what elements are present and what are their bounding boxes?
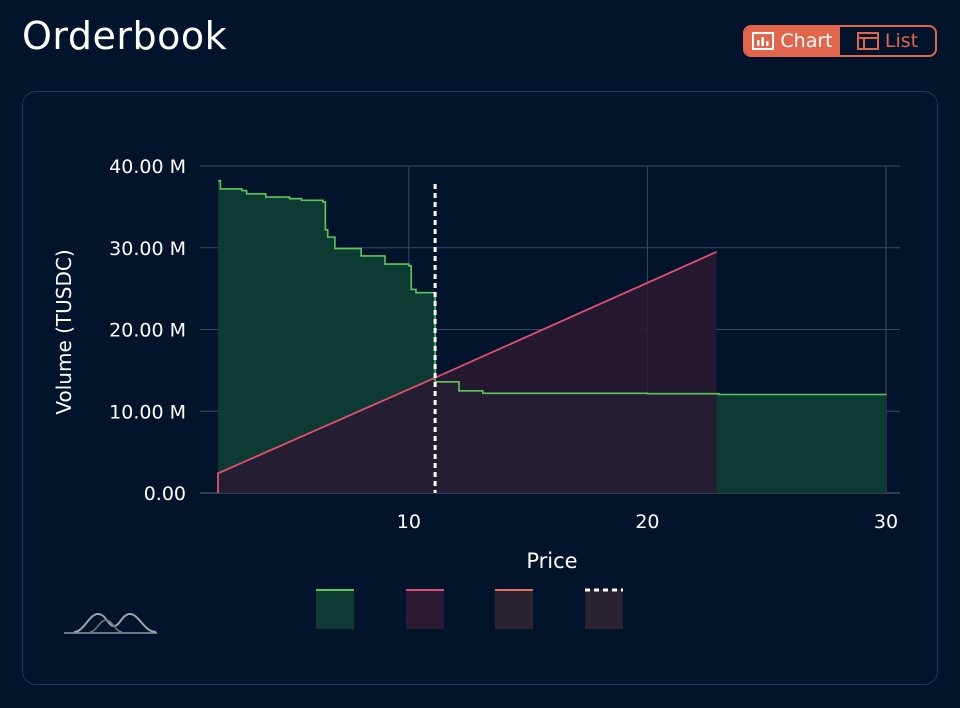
chart-view-label: Chart: [780, 30, 833, 52]
y-axis-label: Volume (TUSDC): [52, 249, 76, 414]
x-tick-label: 30: [874, 511, 898, 533]
bar-chart-icon: [752, 32, 775, 50]
y-tick-label: 40.00 M: [109, 156, 186, 178]
list-view-button[interactable]: List: [840, 27, 935, 55]
list-view-label: List: [884, 30, 919, 52]
y-tick-label: 20.00 M: [109, 320, 186, 342]
chart-view-button[interactable]: Chart: [745, 27, 840, 55]
asks-area: [218, 251, 717, 493]
y-tick-label: 10.00 M: [109, 401, 186, 423]
waveform-logo-icon: [64, 612, 157, 634]
y-tick-label: 30.00 M: [109, 238, 186, 260]
legend-swatch: [316, 589, 354, 629]
chart-card: [22, 91, 938, 685]
y-tick-label: 0.00: [144, 483, 186, 505]
x-tick-label: 20: [635, 511, 659, 533]
x-axis-label: Price: [526, 549, 577, 573]
bids-line: [218, 179, 887, 396]
x-tick-label: 10: [397, 511, 421, 533]
legend-swatch: [495, 589, 533, 629]
legend-swatch: [585, 589, 623, 629]
asks-line: [217, 251, 717, 493]
page-title: Orderbook: [22, 14, 228, 58]
table-icon: [856, 32, 879, 50]
legend-swatch: [406, 589, 444, 629]
view-toggle: Chart List: [743, 25, 937, 57]
